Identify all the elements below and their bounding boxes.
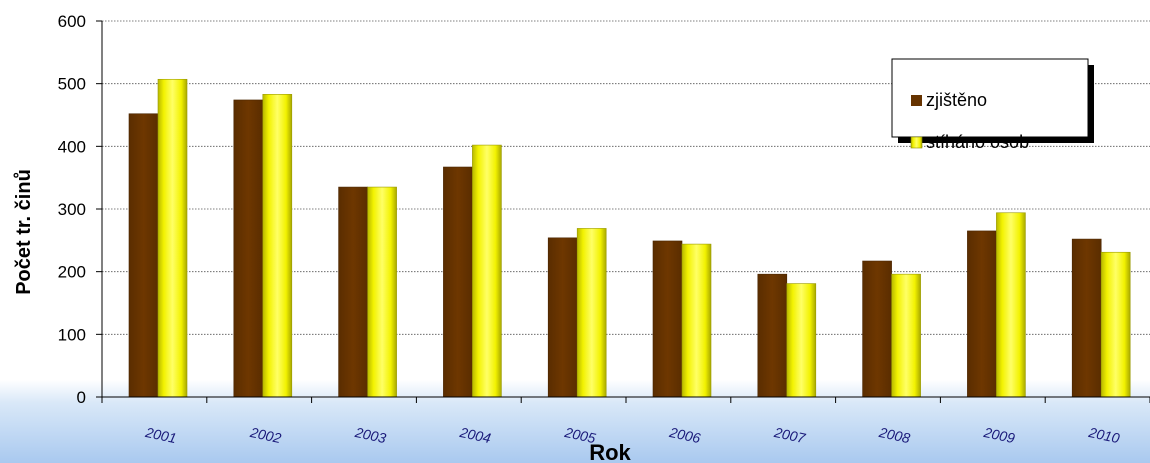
x-tick-label: 2005	[562, 424, 597, 446]
y-tick-label: 100	[58, 325, 86, 344]
x-tick-label: 2010	[1086, 424, 1121, 446]
bar-zjisteno-2006	[652, 240, 683, 398]
y-tick-label: 500	[58, 75, 86, 94]
x-tick-label: 2004	[458, 424, 493, 446]
y-tick-label: 600	[58, 12, 86, 31]
bar-stihano-osob-2005	[576, 228, 607, 398]
y-tick-label: 200	[58, 263, 86, 282]
bar-stihano-osob-2003	[367, 186, 397, 398]
legend-label-zjisteno: zjištěno	[926, 90, 987, 110]
y-tick-label: 0	[77, 388, 86, 407]
x-tick-label: 2003	[353, 424, 388, 446]
legend-item-zjisteno: zjištěno	[911, 90, 987, 110]
x-tick-label: 2006	[667, 424, 702, 446]
bar-zjisteno-2002	[233, 99, 264, 398]
bar-stihano-osob-2010	[1100, 251, 1131, 398]
y-tick-labels: 0 100 200 300 400 500 600	[58, 12, 86, 407]
legend-item-stihano-osob: stíháno osob	[910, 132, 1029, 152]
y-axis-label: Počet tr. činů	[13, 169, 35, 295]
legend: zjištěno stíháno osob	[891, 58, 1094, 152]
bar-zjisteno-2003	[338, 186, 368, 398]
axes	[96, 20, 1150, 403]
legend-swatch-stihano-osob	[910, 136, 923, 149]
bar-zjisteno-2008	[862, 260, 892, 398]
bar-zjisteno-2009	[967, 230, 997, 398]
bar-stihano-osob-2008	[891, 273, 921, 398]
bar-stihano-osob-2004	[472, 144, 502, 398]
x-tick-label: 2007	[772, 424, 808, 447]
x-tick-label: 2002	[248, 424, 283, 446]
bar-stihano-osob-2009	[996, 212, 1026, 398]
bar-stihano-osob-2006	[681, 243, 712, 398]
y-tick-label: 400	[58, 137, 86, 156]
bar-zjisteno-2007	[757, 273, 788, 398]
x-tick-label: 2008	[877, 424, 912, 446]
bar-stihano-osob-2002	[262, 94, 293, 398]
bar-zjisteno-2005	[547, 237, 578, 398]
bar-zjisteno-2010	[1071, 238, 1102, 398]
legend-swatch-zjisteno	[911, 95, 922, 106]
bar-zjisteno-2004	[443, 166, 473, 398]
x-axis-label: Rok	[589, 440, 631, 463]
y-tick-label: 300	[58, 200, 86, 219]
legend-label-stihano-osob: stíháno osob	[926, 132, 1029, 152]
bar-stihano-osob-2007	[786, 283, 817, 398]
x-tick-label: 2001	[143, 424, 178, 446]
bar-zjisteno-2001	[128, 113, 159, 398]
x-tick-labels: 2001 2002 2003 2004 2005 2006 2007 2008 2009 2010	[143, 424, 1121, 447]
x-tick-label: 2009	[982, 424, 1017, 446]
bars	[128, 78, 1131, 398]
bar-stihano-osob-2001	[157, 78, 188, 398]
